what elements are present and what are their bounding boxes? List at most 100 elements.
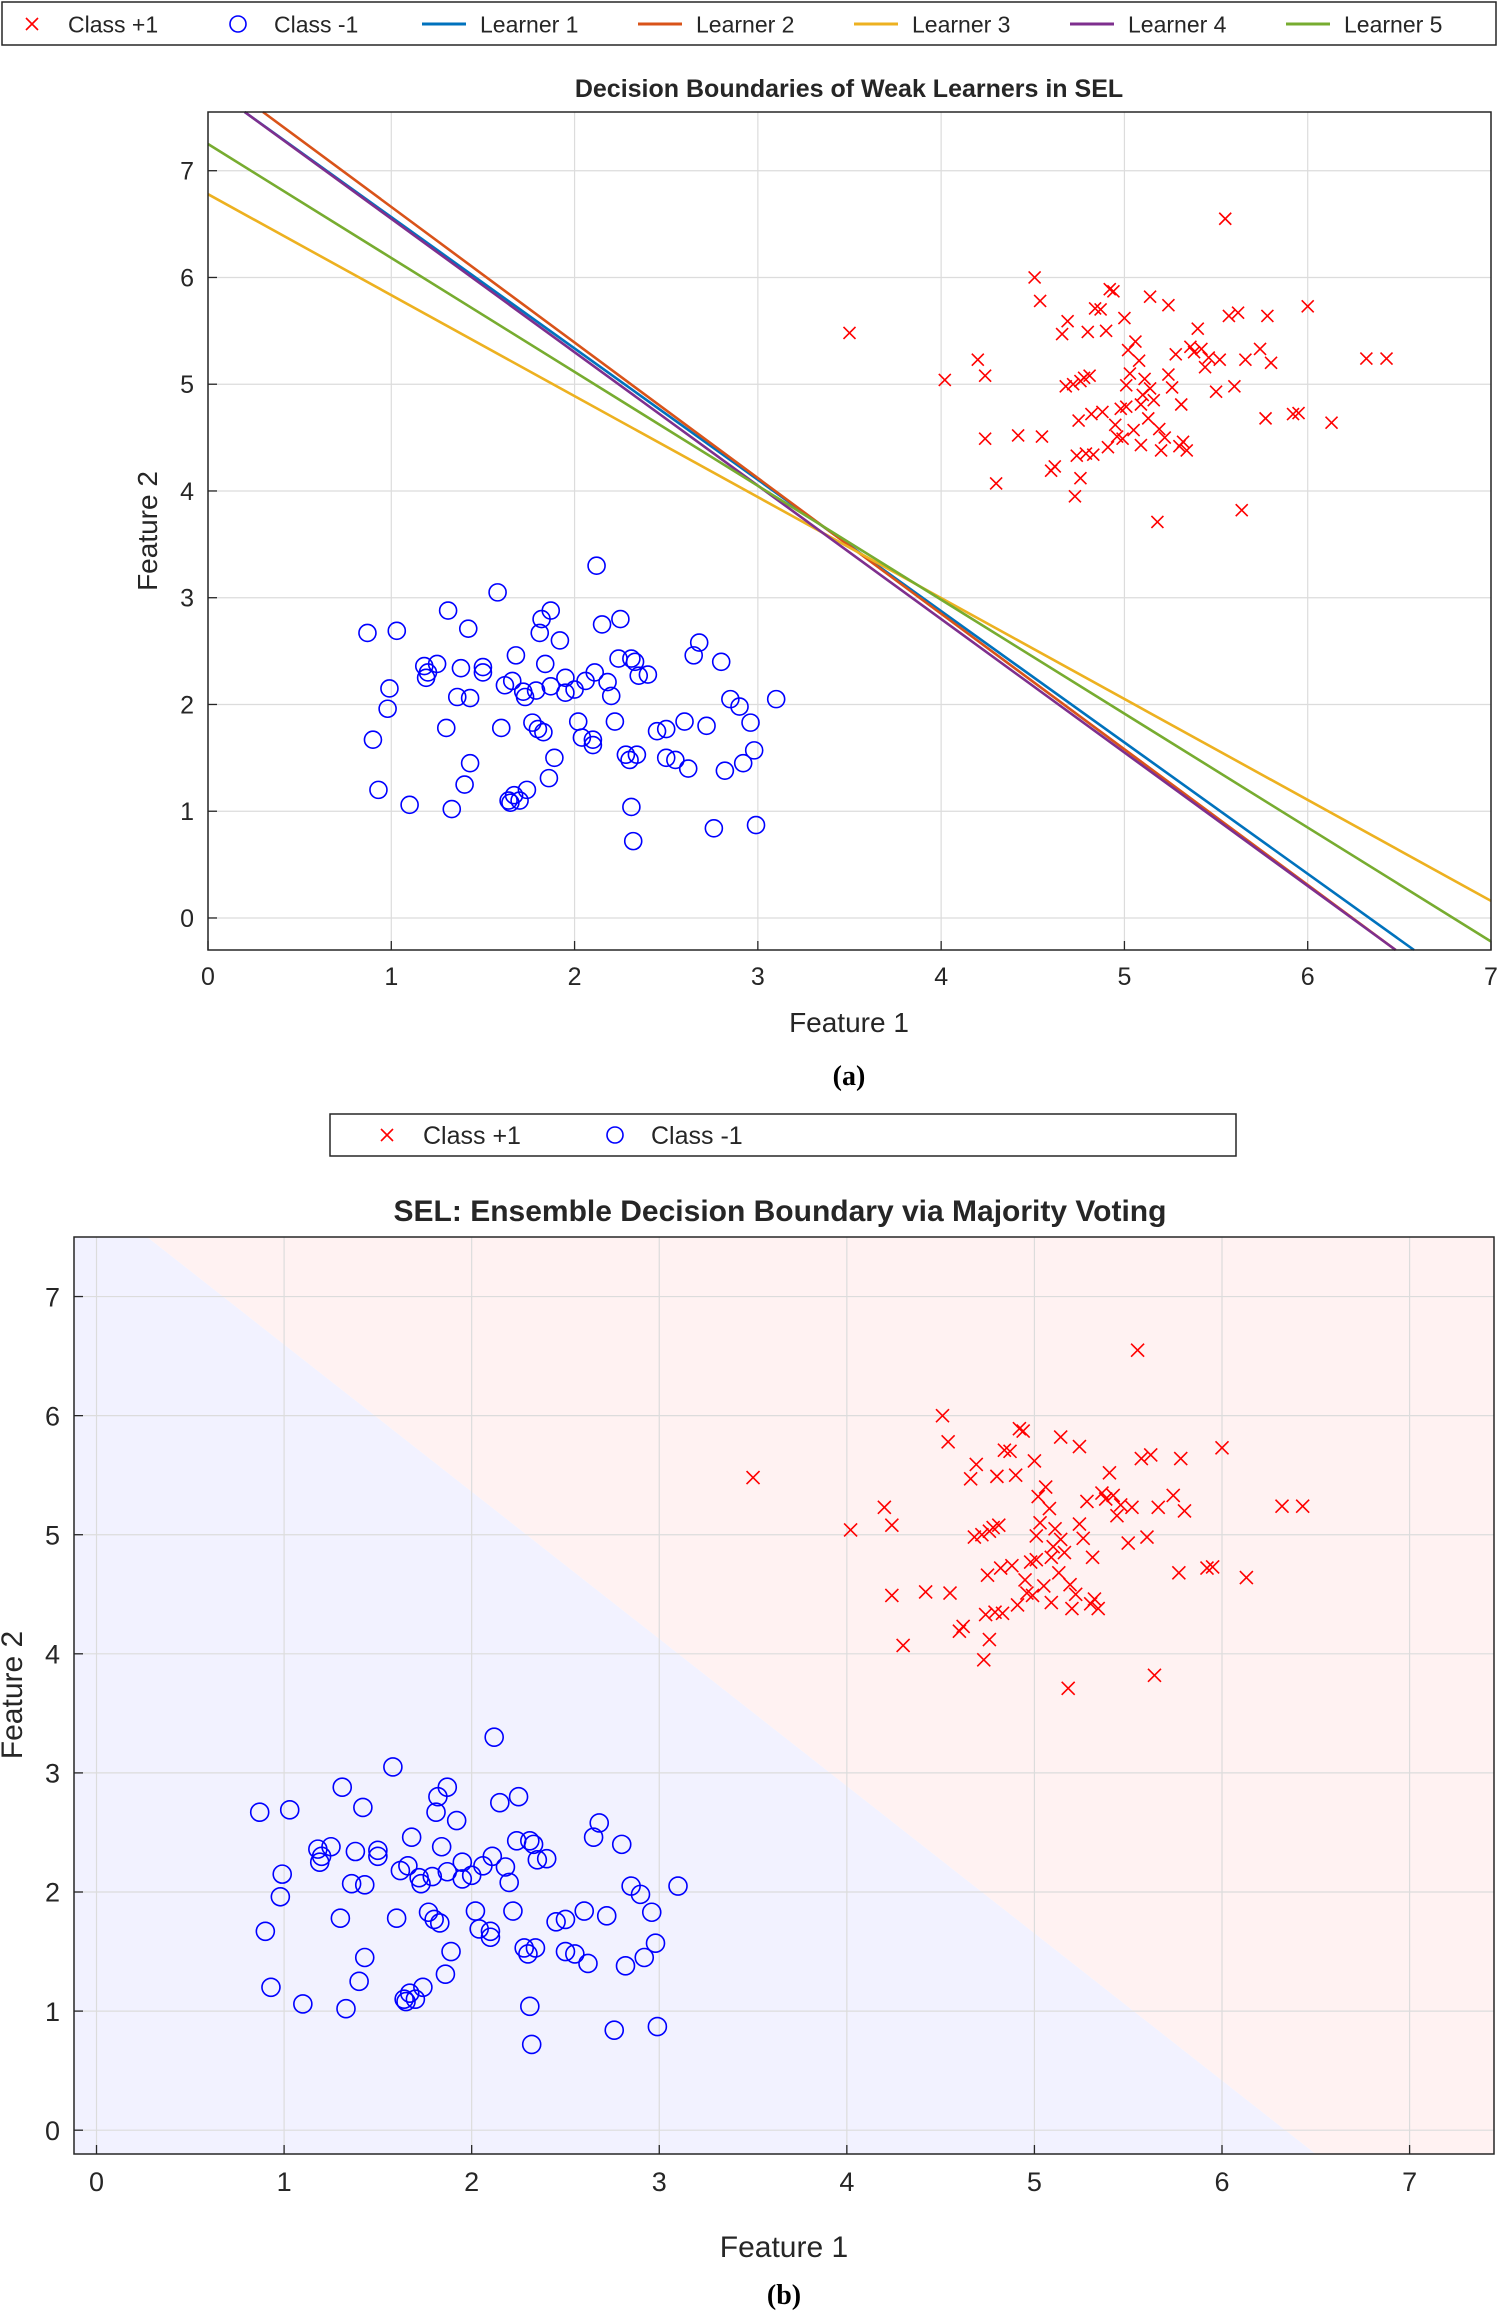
b-xtick-label: 5 [1027,2167,1042,2197]
legend-label: Class -1 [651,1122,743,1150]
points-a [358,212,1394,851]
class-minus1-point [488,583,507,602]
class-plus1-point [976,1652,991,1667]
class-minus1-point [625,652,645,672]
b-xtick-label: 7 [1402,2167,1417,2197]
class-minus1-point [446,1810,467,1831]
class-minus1-point [611,1834,632,1855]
b-xtick-label: 3 [652,2167,667,2197]
class-plus1-point [1066,377,1080,391]
caption-a: (a) [833,1061,866,1092]
class-minus1-point [437,1777,458,1797]
class-minus1-point [527,1850,548,1870]
class-minus1-point [354,1875,375,1895]
b-ytick-label: 1 [45,1997,60,2027]
class-plus1-point [1139,1530,1155,1545]
class-plus1-point [1072,1439,1087,1454]
a-xtick-label: 3 [751,963,765,991]
class-plus1-point [1143,1447,1158,1463]
class-minus1-point [530,623,550,643]
class-plus1-point [842,326,857,340]
class-plus1-point [1061,314,1075,328]
legend-label: Learner 3 [912,11,1010,37]
class-minus1-point [473,657,493,677]
class-minus1-point [555,1941,576,1962]
class-minus1-point [528,719,548,739]
b-xtick-label: 0 [89,2167,104,2197]
class-plus1-point [1274,1499,1290,1514]
class-minus1-point [345,1841,366,1862]
class-plus1-point [1051,1565,1066,1580]
class-plus1-point [1235,503,1249,517]
class-plus1-point [1227,379,1241,393]
class-minus1-point [604,2020,625,2040]
a-xtick-label: 5 [1117,963,1131,991]
class-minus1-point [368,1840,388,1861]
class-plus1-point [1239,1570,1254,1585]
class-plus1-point [1198,360,1212,374]
class-plus1-point [1258,411,1273,425]
class-plus1-point [1209,385,1223,399]
class-minus1-point [598,672,617,692]
class-plus1-point [1012,1421,1027,1436]
class-minus1-point [363,730,383,749]
class-minus1-point [332,1777,353,1797]
legend-item-class-1: Class +1 [380,1122,521,1150]
class-plus1-point [989,1469,1004,1484]
chart-b-ylabel: Feature 2 [0,1631,29,1759]
class-plus1-point [1264,356,1278,370]
class-minus1-point [629,666,649,685]
class-minus1-point [452,1852,473,1873]
x-marker-icon [25,17,39,31]
class-minus1-point [321,1836,341,1857]
circle-marker-icon [606,1126,624,1144]
class-minus1-point [508,1786,529,1807]
class-plus1-point [1191,322,1205,336]
class-plus1-point [1108,418,1122,432]
class-minus1-point [451,658,471,678]
class-minus1-point [504,785,524,805]
class-plus1-point [1044,1550,1059,1565]
class-plus1-point [1177,1503,1192,1518]
class-plus1-point [974,1527,989,1542]
learner-4-line [243,110,1397,952]
b-ytick-label: 5 [45,1520,60,1550]
legend-item-class-1: Class -1 [606,1122,743,1150]
class-plus1-point [1171,1565,1186,1580]
class-plus1-point [1011,428,1025,443]
class-minus1-point [550,631,570,650]
class-plus1-point [1134,1451,1149,1466]
class-minus1-point [255,1921,276,1942]
class-plus1-point [941,1434,956,1449]
class-minus1-point [272,1864,293,1884]
class-minus1-point [358,623,377,643]
class-minus1-point [270,1886,291,1907]
class-minus1-point [455,775,474,794]
class-minus1-point [424,1909,444,1930]
class-plus1-point [1218,212,1232,226]
class-minus1-point [545,748,564,768]
class-minus1-point [585,663,605,682]
class-plus1-point [1076,1531,1091,1546]
class-minus1-point [354,1947,375,1968]
class-minus1-point [666,750,685,770]
class-plus1-point [1044,1595,1059,1610]
legend-item-learner-2: Learner 2 [638,11,794,37]
class-plus1-point [969,1457,984,1472]
class-plus1-point [1031,1489,1046,1504]
legend-label: Learner 4 [1128,11,1227,37]
class-plus1-point [1064,1601,1080,1616]
class-minus1-point [583,1827,604,1848]
b-xtick-label: 1 [277,2167,292,2197]
class-plus1-point [1174,397,1188,412]
class-minus1-point [592,615,612,634]
class-minus1-point [596,1906,617,1926]
class-plus1-point [938,373,952,387]
class-plus1-point [1291,406,1306,420]
class-plus1-point [1379,352,1394,366]
legend-label: Class +1 [423,1122,521,1150]
class-plus1-point [1068,1587,1083,1602]
class-minus1-point [518,1944,538,1964]
a-ytick-label: 3 [180,585,194,613]
b-xtick-label: 6 [1214,2167,1229,2197]
